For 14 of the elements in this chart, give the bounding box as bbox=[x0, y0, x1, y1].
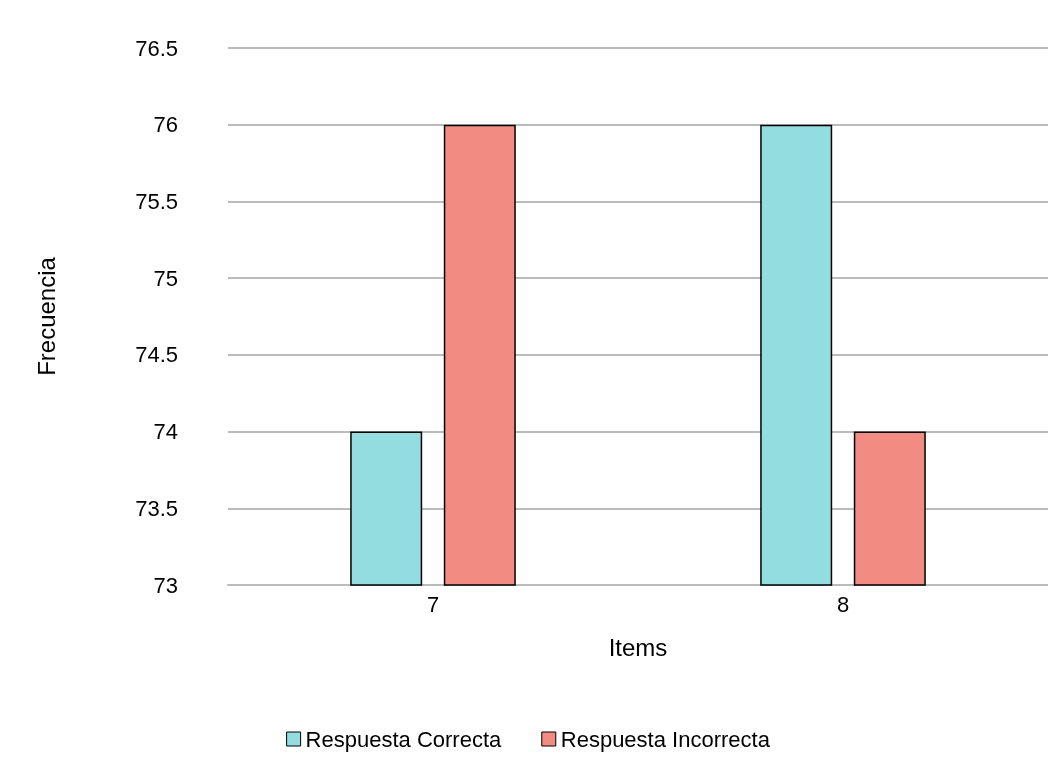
x-axis-title: Items bbox=[608, 633, 668, 661]
y-tick-label: 74.5 bbox=[135, 342, 178, 368]
y-tick-label: 73.5 bbox=[135, 495, 178, 521]
y-tick-label: 74 bbox=[153, 419, 178, 445]
y-tick-label: 73 bbox=[153, 572, 178, 598]
y-tick-label: 75 bbox=[153, 265, 178, 291]
y-axis-title: Frecuencia bbox=[32, 256, 60, 376]
y-tick-label: 76 bbox=[153, 112, 178, 138]
y-tick-label: 75.5 bbox=[135, 188, 178, 214]
y-tick-label: 76.5 bbox=[135, 35, 178, 61]
legend-label: Respuesta Correcta bbox=[305, 726, 503, 752]
x-tick-label: 7 bbox=[426, 591, 440, 617]
x-tick-label: 8 bbox=[836, 591, 850, 617]
legend-label: Respuesta Incorrecta bbox=[560, 726, 771, 752]
